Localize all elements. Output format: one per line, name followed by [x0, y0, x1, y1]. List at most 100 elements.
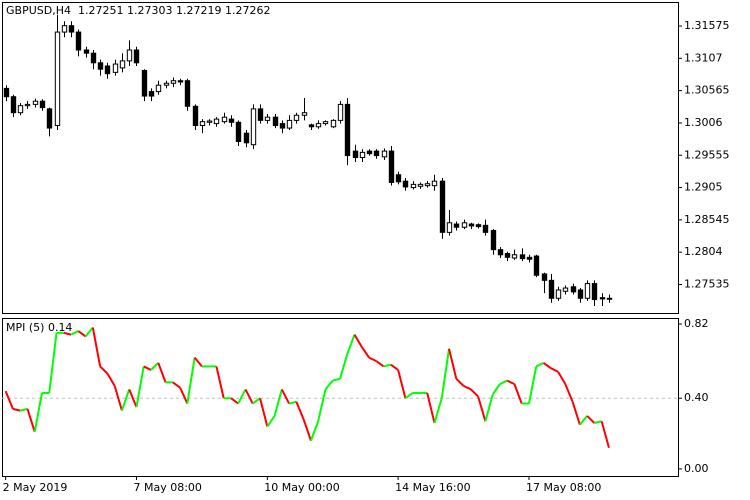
candle-body	[504, 252, 511, 258]
candle-body	[468, 223, 475, 227]
candle-body	[301, 112, 308, 116]
mpi-segment	[463, 384, 472, 391]
candle-body	[141, 69, 148, 97]
y-tick-label: 1.29555	[684, 148, 730, 161]
candle-body	[155, 84, 162, 93]
candle-body	[490, 229, 497, 251]
mpi-segment	[594, 420, 602, 424]
mpi-segment	[266, 415, 276, 428]
mpi-segment	[135, 366, 145, 408]
candle-body	[606, 297, 613, 300]
candle-body	[330, 119, 337, 128]
candle-body	[97, 62, 104, 70]
candle-body	[54, 31, 61, 127]
candle-body	[453, 223, 460, 228]
candle-body	[402, 180, 409, 188]
candle-body	[577, 289, 584, 299]
mpi-segment	[186, 357, 196, 404]
candle-body	[410, 183, 417, 189]
candle-body	[83, 49, 90, 54]
candle-body	[352, 150, 359, 159]
mpi-segment	[295, 401, 305, 420]
candle-body	[439, 180, 446, 233]
quote: 1.27251 1.27303 1.27219 1.27262	[78, 4, 270, 17]
mpi-segment	[4, 390, 14, 410]
candle-body	[39, 100, 46, 109]
candle-body	[272, 116, 279, 127]
mpi-segment	[84, 326, 94, 338]
candle-body	[243, 132, 250, 144]
candle-body	[417, 183, 424, 187]
indicator-panel	[2, 318, 679, 477]
mpi-segment	[244, 388, 254, 404]
mpi-segment	[302, 419, 312, 441]
mpi-segment	[172, 381, 181, 389]
mpi-segment	[426, 392, 436, 424]
mpi-segment	[404, 392, 414, 400]
candle-body	[591, 283, 598, 301]
candle-body	[68, 25, 75, 33]
candle-body	[61, 25, 68, 33]
mpi-segment	[455, 378, 465, 387]
mpi-segment	[150, 362, 159, 371]
mpi-segment	[157, 362, 167, 383]
y-tick-label: 0.00	[684, 462, 709, 475]
mpi-segment	[33, 392, 43, 433]
candle-body	[519, 254, 526, 260]
candle-body	[170, 80, 177, 84]
mpi-segment	[339, 353, 349, 380]
mpi-segment	[77, 330, 87, 338]
y-tick-label: 1.27535	[684, 278, 730, 291]
mpi-segment	[143, 365, 152, 371]
candle-body	[555, 289, 562, 299]
mpi-segment	[535, 361, 544, 368]
candle-body	[163, 82, 170, 86]
mpi-segment	[12, 407, 21, 412]
candle-body	[424, 183, 431, 187]
candle-body	[533, 255, 540, 276]
candle-body	[221, 116, 228, 123]
candle-body	[526, 256, 533, 260]
mpi-segment	[215, 366, 225, 399]
candle-body	[511, 254, 518, 259]
candle-body	[388, 150, 395, 183]
candle-body	[126, 49, 133, 62]
candle-body	[584, 283, 591, 299]
candle-body	[446, 222, 453, 233]
mpi-segment	[397, 369, 407, 399]
mpi-segment	[360, 346, 370, 359]
mpi-segment	[179, 387, 189, 404]
y-tick-label: 1.30565	[684, 84, 730, 97]
mpi-segment	[324, 379, 334, 391]
mpi-segment	[259, 397, 269, 427]
y-tick-label: 1.31575	[684, 19, 730, 32]
candle-body	[337, 103, 344, 121]
mpi-segment	[128, 389, 138, 408]
mpi-segment	[106, 372, 116, 387]
candle-body	[308, 124, 315, 128]
mpi-segment	[368, 356, 377, 363]
mpi-segment	[477, 396, 487, 422]
mpi-segment	[273, 389, 283, 417]
mpi-segment	[491, 383, 501, 396]
price-panel	[2, 2, 679, 314]
candle-body	[344, 103, 351, 157]
mpi-segment	[309, 420, 320, 442]
mpi-segment	[586, 415, 596, 424]
x-tick-label: 10 May 00:00	[264, 481, 339, 494]
mpi-segment	[375, 360, 385, 368]
candle-body	[381, 150, 388, 158]
mpi-segment	[564, 383, 574, 403]
mpi-segment	[542, 362, 552, 370]
symbol-title: GBPUSD,H4	[6, 4, 71, 17]
candle-body	[177, 80, 184, 83]
y-tick-label: 1.3107	[684, 51, 723, 64]
candle-body	[199, 121, 206, 127]
mpi-segment	[579, 415, 588, 426]
candle-body	[373, 150, 380, 157]
candle-body	[24, 103, 31, 107]
candle-body	[570, 286, 577, 293]
candle-body	[119, 60, 126, 69]
candle-body	[475, 224, 482, 228]
